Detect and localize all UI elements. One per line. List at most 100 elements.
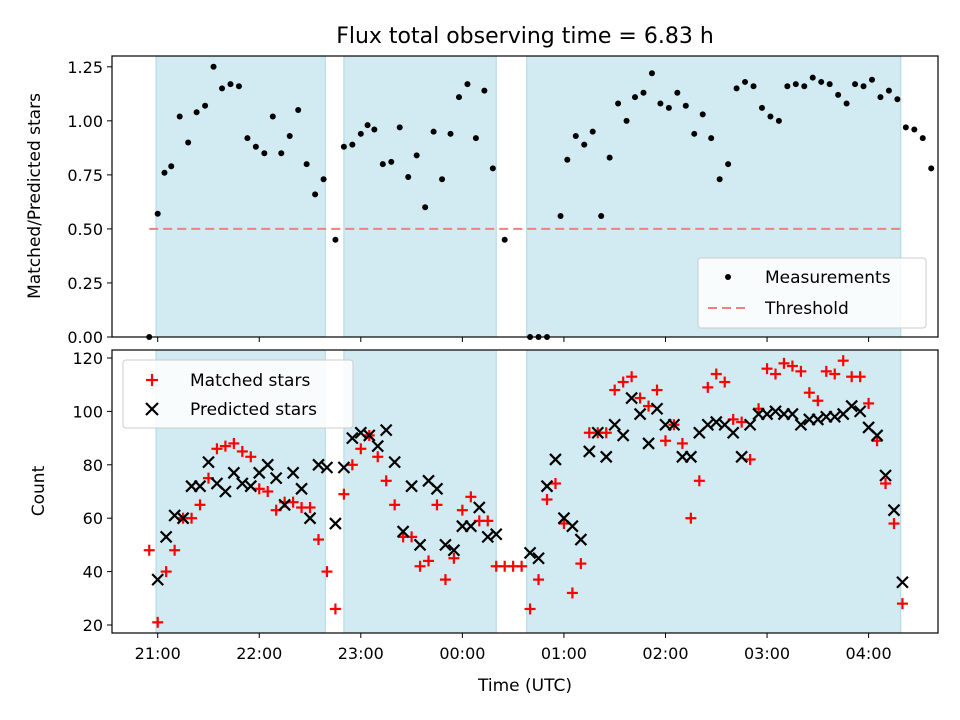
- measurement-point: [193, 109, 200, 116]
- predicted-star-point: [794, 418, 808, 432]
- x-axis-label: Time (UTC): [477, 676, 572, 696]
- measurement-point: [640, 89, 647, 96]
- matched-star-point: [541, 494, 553, 506]
- predicted-star-point: [709, 415, 723, 429]
- predicted-star-point: [549, 453, 562, 466]
- predicted-star-point: [303, 511, 317, 525]
- measurement-point: [227, 81, 234, 88]
- matched-star-point: [786, 360, 798, 372]
- matched-star-point: [338, 488, 350, 500]
- measurement-point: [792, 81, 799, 88]
- measurement-point: [340, 143, 347, 150]
- matched-star-point: [414, 560, 426, 572]
- measurement-point: [472, 135, 479, 142]
- matched-star-point: [194, 499, 206, 511]
- measurement-point: [648, 70, 655, 77]
- measurement-point: [430, 128, 437, 135]
- measurement-point: [928, 165, 935, 172]
- measurement-point: [388, 158, 395, 165]
- predicted-star-point: [811, 413, 825, 426]
- predicted-star-point: [320, 461, 334, 474]
- legend-label-predicted: Predicted stars: [190, 400, 317, 420]
- predicted-star-point: [227, 466, 241, 480]
- matched-star-point: [160, 566, 172, 578]
- measurement-point: [244, 135, 251, 142]
- matched-star-point: [448, 552, 460, 564]
- plot-frame-top: [111, 55, 939, 338]
- measurement-point: [286, 132, 293, 139]
- measurement-point: [176, 113, 183, 120]
- legend-top: Measurements Threshold: [697, 257, 927, 329]
- matched-star-point: [549, 477, 561, 489]
- matched-star-point: [313, 534, 324, 546]
- matched-star-point: [465, 491, 477, 503]
- matched-star-point: [744, 453, 756, 465]
- measurement-point: [581, 141, 588, 148]
- measurement-point: [357, 130, 364, 137]
- x-tick-label: 03:00: [744, 644, 790, 663]
- predicted-star-point: [439, 538, 452, 552]
- predicted-star-point: [396, 525, 410, 538]
- measurement-point: [902, 124, 909, 131]
- matched-star-point: [558, 518, 570, 530]
- matched-star-point: [152, 616, 164, 628]
- measurement-point: [161, 169, 168, 176]
- measurement-point: [564, 156, 571, 163]
- predicted-star-point: [447, 543, 461, 557]
- matched-star-point: [685, 512, 697, 524]
- observing-window-2: [343, 349, 497, 634]
- x-axis-ticks-bottom: 21:00 22:00 23:00 00:00 01:00 02:00 03:00 04:00: [135, 633, 892, 663]
- matched-star-point: [456, 504, 468, 516]
- measurement-point: [154, 210, 161, 217]
- predicted-star-point: [168, 509, 181, 522]
- predicted-star-point: [879, 469, 892, 482]
- measurement-point: [733, 85, 740, 92]
- matched-star-point: [245, 451, 257, 463]
- legend-bottom: Matched stars Predicted stars: [122, 359, 354, 429]
- predicted-star-point: [735, 450, 748, 464]
- predicted-star-point: [667, 418, 681, 432]
- measurement-point: [632, 94, 639, 101]
- measurement-point: [911, 126, 918, 133]
- predicted-star-point: [828, 410, 842, 424]
- y-tick-label: 1.00: [67, 112, 103, 131]
- measurement-point: [894, 96, 901, 103]
- matched-star-point: [659, 435, 671, 447]
- predicted-star-point: [269, 471, 283, 485]
- predicted-star-point: [887, 503, 901, 517]
- legend-top-box: [697, 257, 927, 329]
- predicted-star-point: [523, 546, 537, 560]
- predicted-star-point: [430, 482, 444, 496]
- y-tick-label: 80: [83, 456, 103, 475]
- measurement-point: [606, 154, 613, 161]
- matched-star-point: [863, 397, 875, 409]
- predicted-star-point: [616, 429, 630, 442]
- measurement-point: [312, 191, 319, 198]
- measurement-point: [295, 107, 302, 114]
- y-axis-label-top: Matched/Predicted stars: [25, 93, 45, 299]
- predicted-star-point: [896, 575, 909, 589]
- measurement-point: [809, 74, 816, 81]
- measurement-point: [775, 117, 782, 124]
- matched-star-point: [346, 459, 358, 471]
- panel-counts: 20 40 60 80 100 120 21:00 22:00 23:00 00:00 01:00…: [29, 349, 939, 696]
- predicted-star-point: [489, 527, 503, 541]
- matched-star-point: [566, 587, 578, 599]
- measurement-point: [252, 143, 259, 150]
- matched-star-point: [262, 486, 274, 497]
- measurement-point: [665, 104, 672, 111]
- x-tick-label: 04:00: [846, 644, 892, 663]
- y-axis-ticks-top: 0.00 0.25 0.50 0.75 1.00 1.25: [67, 58, 112, 347]
- matched-star-point: [516, 560, 528, 572]
- predicted-star-point: [540, 479, 554, 493]
- x-axis-ticks-top: [157, 337, 870, 342]
- matched-star-point: [820, 365, 832, 377]
- matched-star-point: [626, 371, 638, 383]
- matched-star-point: [829, 368, 841, 380]
- matched-star-point: [643, 400, 655, 412]
- y-tick-label: 0.50: [67, 220, 103, 239]
- matched-star-point: [533, 574, 545, 586]
- measurement-point: [396, 124, 403, 131]
- matched-star-point: [778, 357, 790, 369]
- matched-star-point: [609, 384, 621, 396]
